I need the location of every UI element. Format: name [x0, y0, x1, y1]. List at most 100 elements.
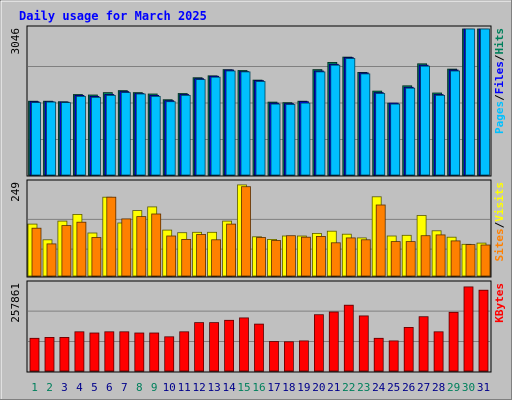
x-tick-label: 10: [163, 381, 176, 394]
bar-kbytes-day-14: [224, 319, 235, 372]
bar-sites-day-16: [256, 237, 266, 277]
panel-kbytes-max-label: 257861: [9, 283, 22, 323]
panel-kbytes-border: [26, 280, 492, 373]
x-tick-label: 23: [357, 381, 370, 394]
bar-sites-day-14: [226, 223, 237, 277]
bar-pages-day-18: [285, 104, 296, 176]
x-tick-label: 22: [342, 381, 355, 394]
bar-pages-day-13: [210, 76, 221, 176]
panel-kbytes: 257861: [9, 280, 492, 373]
legend-item-hits: Hits: [493, 28, 506, 55]
bar-sites-day-13: [211, 239, 222, 277]
x-tick-label: 31: [477, 381, 490, 394]
x-tick-label: 20: [312, 381, 325, 394]
bar-kbytes-day-5: [89, 332, 100, 372]
bar-kbytes-day-29: [448, 311, 459, 372]
bar-kbytes-day-19: [298, 340, 309, 372]
bar-pages-day-24: [375, 93, 386, 176]
bar-kbytes-day-18: [283, 341, 294, 372]
bar-kbytes-day-4: [74, 331, 85, 372]
bar-kbytes-day-31: [478, 289, 489, 372]
bar-sites-day-4: [76, 221, 87, 277]
bar-kbytes-day-11: [179, 331, 190, 372]
x-tick-label: 12: [192, 381, 205, 394]
legend-kbytes: KBytes: [493, 283, 506, 323]
bar-sites-day-6: [106, 196, 117, 277]
bar-pages-day-31: [480, 28, 490, 176]
legend-item-separator: /: [493, 54, 506, 61]
bar-pages-day-26: [405, 87, 416, 176]
bar-sites-day-18: [285, 235, 296, 277]
bar-kbytes-day-9: [149, 332, 160, 372]
legend-item-sites: Sites: [493, 228, 506, 261]
bar-pages-day-16: [255, 81, 266, 176]
bar-kbytes-day-23: [358, 315, 369, 372]
bar-sites-day-1: [31, 227, 42, 277]
bar-pages-day-25: [390, 103, 401, 176]
bar-sites-day-31: [480, 244, 491, 277]
bar-kbytes-day-25: [388, 340, 399, 372]
bar-kbytes-day-15: [239, 317, 249, 372]
legend-hits: Pages/Files/Hits: [493, 28, 506, 134]
bar-pages-day-19: [300, 102, 311, 176]
bar-sites-day-2: [46, 243, 57, 277]
x-tick-label: 25: [387, 381, 400, 394]
bar-sites-day-26: [405, 241, 416, 277]
bar-kbytes-day-22: [343, 304, 354, 372]
panel-hits-max-label: 3046: [9, 28, 22, 55]
bar-pages-day-14: [225, 70, 236, 176]
bar-pages-day-22: [345, 58, 356, 176]
x-tick-label: 26: [402, 381, 415, 394]
legend-item-files: Files: [493, 61, 506, 94]
bar-pages-day-11: [180, 95, 191, 176]
x-tick-label: 11: [178, 381, 191, 394]
bar-sites-day-15: [241, 186, 251, 277]
x-tick-label: 5: [91, 381, 98, 394]
bar-pages-day-5: [91, 97, 101, 176]
bar-pages-day-17: [270, 103, 281, 176]
legend-visits: Sites/Visits: [493, 182, 506, 262]
bar-kbytes-day-6: [104, 331, 115, 372]
bar-kbytes-day-8: [134, 332, 145, 372]
bar-pages-day-9: [150, 96, 161, 176]
bar-kbytes-day-27: [418, 316, 429, 372]
bar-kbytes-day-1: [29, 337, 40, 372]
bar-sites-day-20: [315, 235, 326, 277]
bar-pages-day-8: [135, 93, 146, 176]
legend-item-separator: /: [493, 221, 506, 228]
bar-pages-day-12: [195, 79, 206, 176]
x-tick-label: 17: [267, 381, 280, 394]
x-tick-label: 4: [76, 381, 83, 394]
bar-kbytes-day-2: [44, 336, 55, 372]
x-tick-label: 13: [207, 381, 220, 394]
bar-kbytes-day-10: [164, 336, 175, 372]
bar-sites-day-8: [136, 216, 147, 277]
bar-kbytes-day-7: [119, 331, 130, 372]
bar-pages-day-15: [240, 71, 251, 176]
x-tick-label: 7: [121, 381, 128, 394]
bar-pages-day-21: [330, 64, 341, 176]
bar-sites-day-23: [360, 239, 371, 277]
x-tick-label: 28: [432, 381, 445, 394]
bar-pages-day-30: [465, 28, 475, 176]
bar-pages-day-4: [76, 96, 86, 176]
x-tick-label: 30: [462, 381, 475, 394]
panel-visits-max-label: 249: [9, 182, 22, 202]
x-tick-label: 24: [372, 381, 386, 394]
bar-pages-day-27: [420, 65, 431, 176]
x-tick-label: 1: [31, 381, 38, 394]
x-tick-label: 19: [297, 381, 310, 394]
bar-kbytes-day-21: [328, 311, 339, 372]
bar-pages-day-3: [61, 102, 71, 176]
x-tick-label: 18: [282, 381, 295, 394]
legend-item-separator: /: [493, 94, 506, 101]
bar-kbytes-day-12: [194, 322, 205, 372]
bar-sites-day-22: [345, 237, 356, 277]
bar-sites-day-29: [450, 240, 461, 277]
bar-pages-day-20: [315, 71, 326, 176]
bar-kbytes-day-20: [313, 314, 324, 372]
legend-item-kbytes: KBytes: [493, 283, 506, 323]
x-tick-label: 16: [252, 381, 265, 394]
